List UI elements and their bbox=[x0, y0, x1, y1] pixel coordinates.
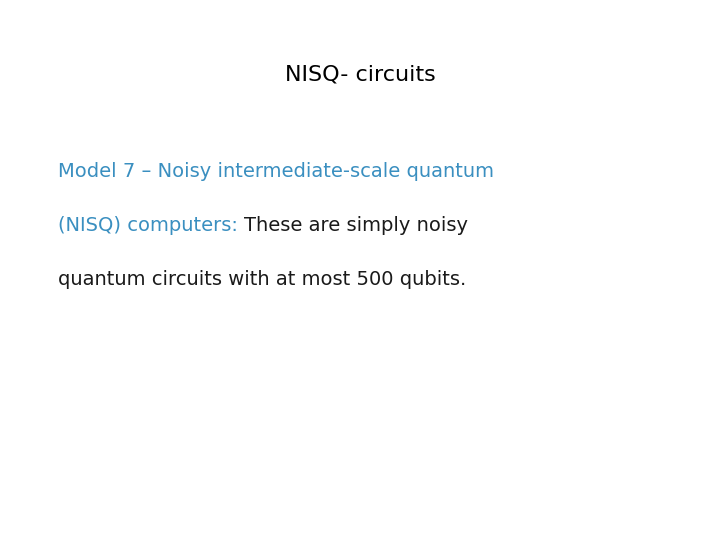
Text: (NISQ) computers:: (NISQ) computers: bbox=[58, 216, 244, 235]
Text: NISQ- circuits: NISQ- circuits bbox=[284, 65, 436, 85]
Text: Model 7 – Noisy intermediate-scale quantum: Model 7 – Noisy intermediate-scale quant… bbox=[58, 162, 494, 181]
Text: These are simply noisy: These are simply noisy bbox=[244, 216, 468, 235]
Text: quantum circuits with at most 500 qubits.: quantum circuits with at most 500 qubits… bbox=[58, 270, 466, 289]
